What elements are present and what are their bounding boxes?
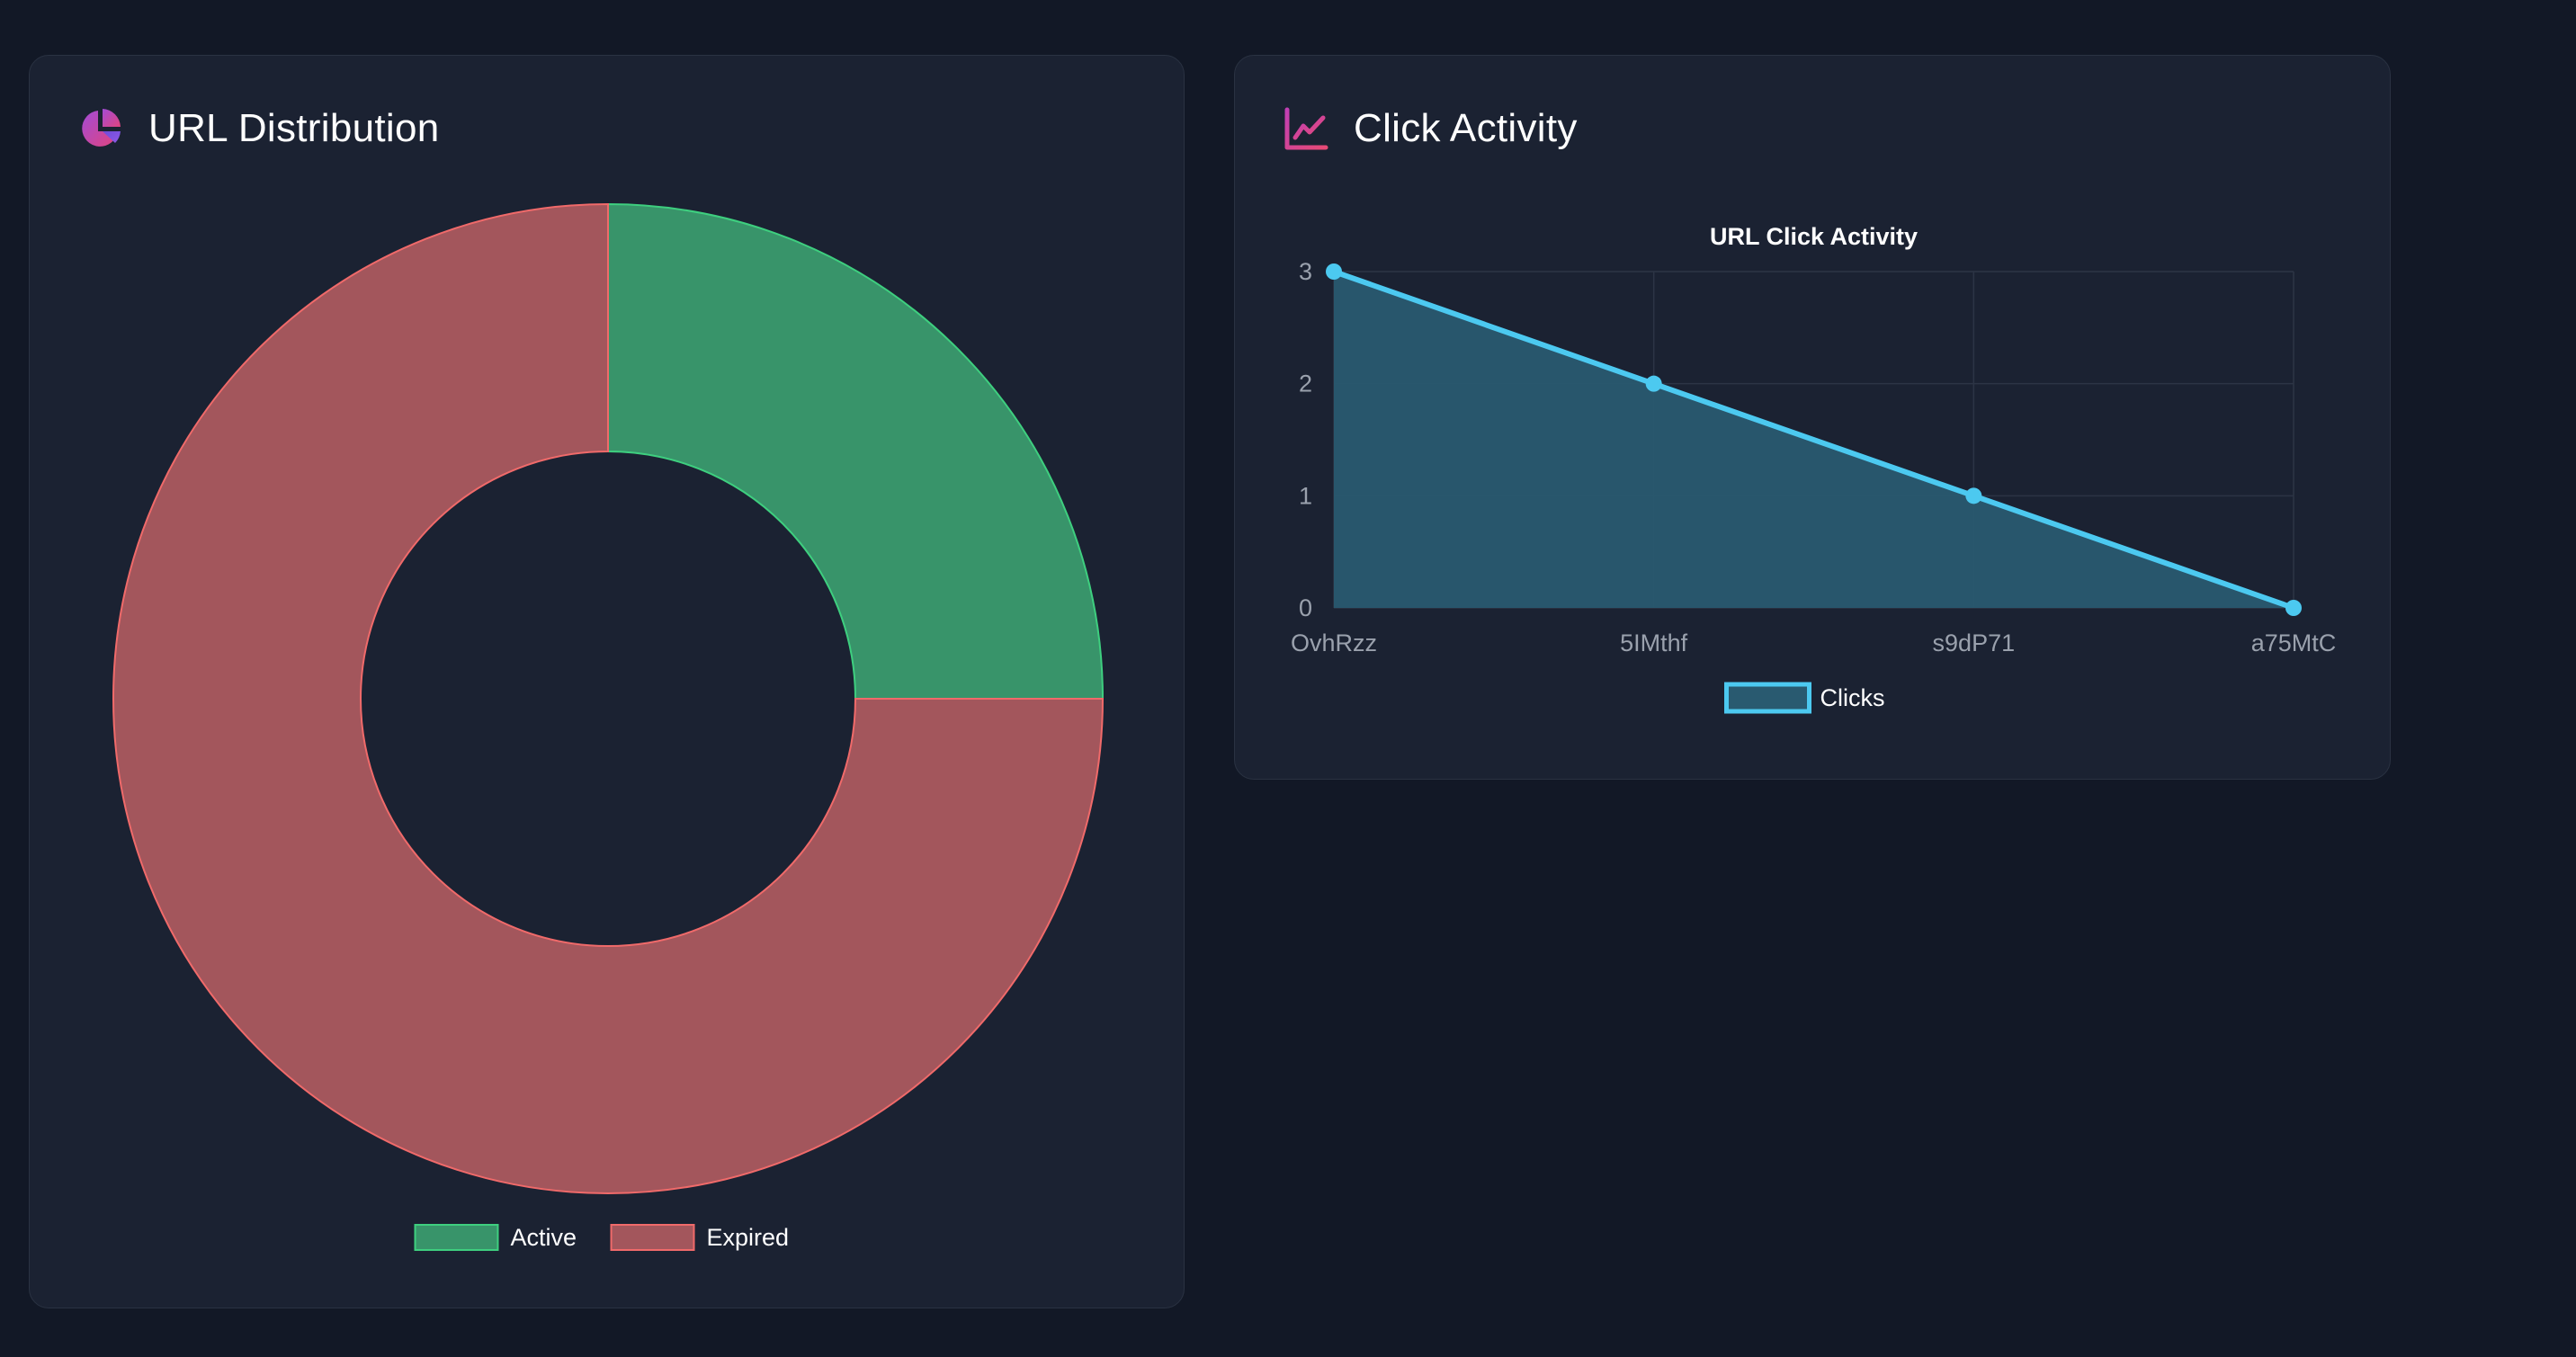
legend-item-active[interactable]: Active: [414, 1224, 577, 1251]
line-chart-title: URL Click Activity: [1710, 223, 1918, 250]
data-point-OvhRzz[interactable]: [1326, 263, 1342, 280]
x-tick-label: OvhRzz: [1291, 629, 1377, 656]
pie-chart-icon: [82, 109, 121, 147]
y-tick-label: 3: [1299, 258, 1312, 285]
data-point-a75MtC[interactable]: [2285, 600, 2302, 616]
donut-slice-active[interactable]: [607, 202, 1105, 700]
donut-slice-expired[interactable]: [112, 202, 1105, 1194]
legend-label-active: Active: [511, 1224, 577, 1251]
y-tick-label: 0: [1299, 594, 1312, 621]
y-tick-label: 2: [1299, 370, 1312, 397]
series-line-clicks: [1333, 269, 2294, 611]
data-point-s9dP71[interactable]: [1965, 487, 1982, 504]
legend-item-clicks[interactable]: Clicks: [1724, 682, 1885, 714]
legend-label-clicks: Clicks: [1820, 684, 1885, 711]
line-chart-icon: [1284, 107, 1328, 150]
click-activity-title: Click Activity: [1354, 106, 1578, 150]
x-tick-label: a75MtC: [2251, 629, 2337, 656]
data-point-5IMthf[interactable]: [1645, 375, 1662, 392]
legend-swatch-active: [414, 1224, 499, 1251]
x-tick-label: 5IMthf: [1620, 629, 1688, 656]
legend-swatch-expired: [610, 1224, 695, 1251]
distribution-header: URL Distribution: [78, 106, 440, 151]
donut-chart: Active Expired: [112, 202, 1105, 1251]
click-activity-header: Click Activity: [1284, 106, 1578, 151]
legend-label-expired: Expired: [707, 1224, 790, 1251]
y-tick-label: 1: [1299, 482, 1312, 509]
x-tick-label: s9dP71: [1933, 629, 2016, 656]
line-chart: URL Click Activity 0 1 2 3 OvhRzz 5IMthf s9dP71…: [1291, 223, 2337, 714]
url-distribution-card: URL Distribution Active Expired: [29, 55, 1185, 1308]
legend-item-expired[interactable]: Expired: [610, 1224, 790, 1251]
legend-swatch-clicks: [1724, 682, 1811, 714]
distribution-title: URL Distribution: [148, 106, 440, 150]
click-activity-card: Click Activity URL Click Activity 0 1 2 3 Ovh…: [1234, 55, 2391, 780]
